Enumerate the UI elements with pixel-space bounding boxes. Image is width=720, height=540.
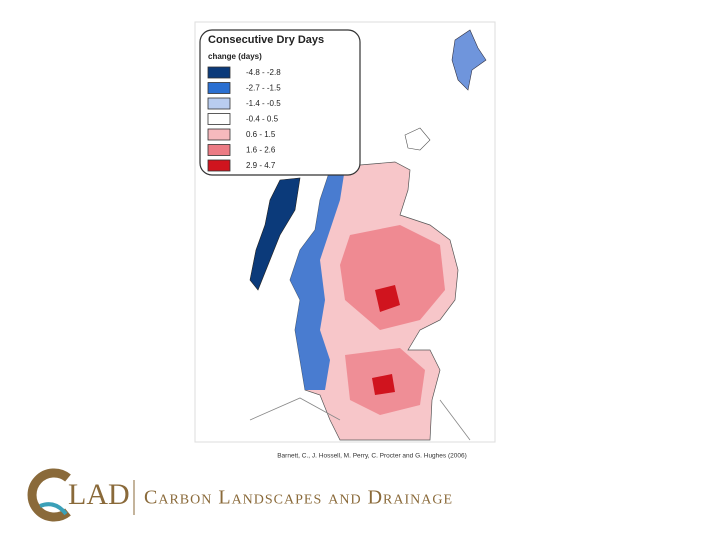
west-coast — [290, 168, 345, 390]
legend-swatch — [207, 82, 231, 94]
border-line — [249, 397, 471, 441]
logo: LAD Carbon Landscapes and Drainage — [27, 468, 453, 522]
logo-water — [39, 502, 68, 516]
legend-label: 0.6 - 1.5 — [246, 130, 276, 139]
logo-letters: LAD — [68, 478, 130, 511]
legend-subtitle: change (days) — [208, 52, 262, 61]
legend-swatch — [207, 66, 231, 79]
legend-title: Consecutive Dry Days — [208, 34, 324, 46]
legend-swatch — [207, 97, 231, 110]
shetland — [451, 29, 487, 91]
orkney — [404, 127, 431, 151]
logo-name: Carbon Landscapes and Drainage — [144, 487, 453, 509]
legend-swatch — [207, 113, 231, 125]
logo-c — [27, 468, 71, 522]
legend-label: -4.8 - -2.8 — [246, 68, 281, 77]
legend-swatch — [207, 144, 231, 156]
legend-swatch — [207, 159, 231, 172]
legend-label: 2.9 - 4.7 — [246, 161, 276, 170]
legend: Consecutive Dry Days change (days) -4.8 … — [199, 29, 361, 176]
outer-hebrides — [249, 177, 301, 291]
highlands-east — [340, 225, 445, 330]
hotspot-south — [372, 374, 395, 395]
legend-label: -2.7 - -1.5 — [246, 84, 281, 93]
legend-label: -1.4 - -0.5 — [246, 99, 281, 108]
legend-box — [199, 29, 361, 176]
hotspot — [375, 285, 400, 312]
legend-swatch — [207, 128, 231, 141]
legend-label: -0.4 - 0.5 — [246, 115, 279, 124]
legend-label: 1.6 - 2.6 — [246, 146, 276, 155]
citation: Barnett, C., J. Hossell, M. Perry, C. Pr… — [277, 453, 467, 460]
